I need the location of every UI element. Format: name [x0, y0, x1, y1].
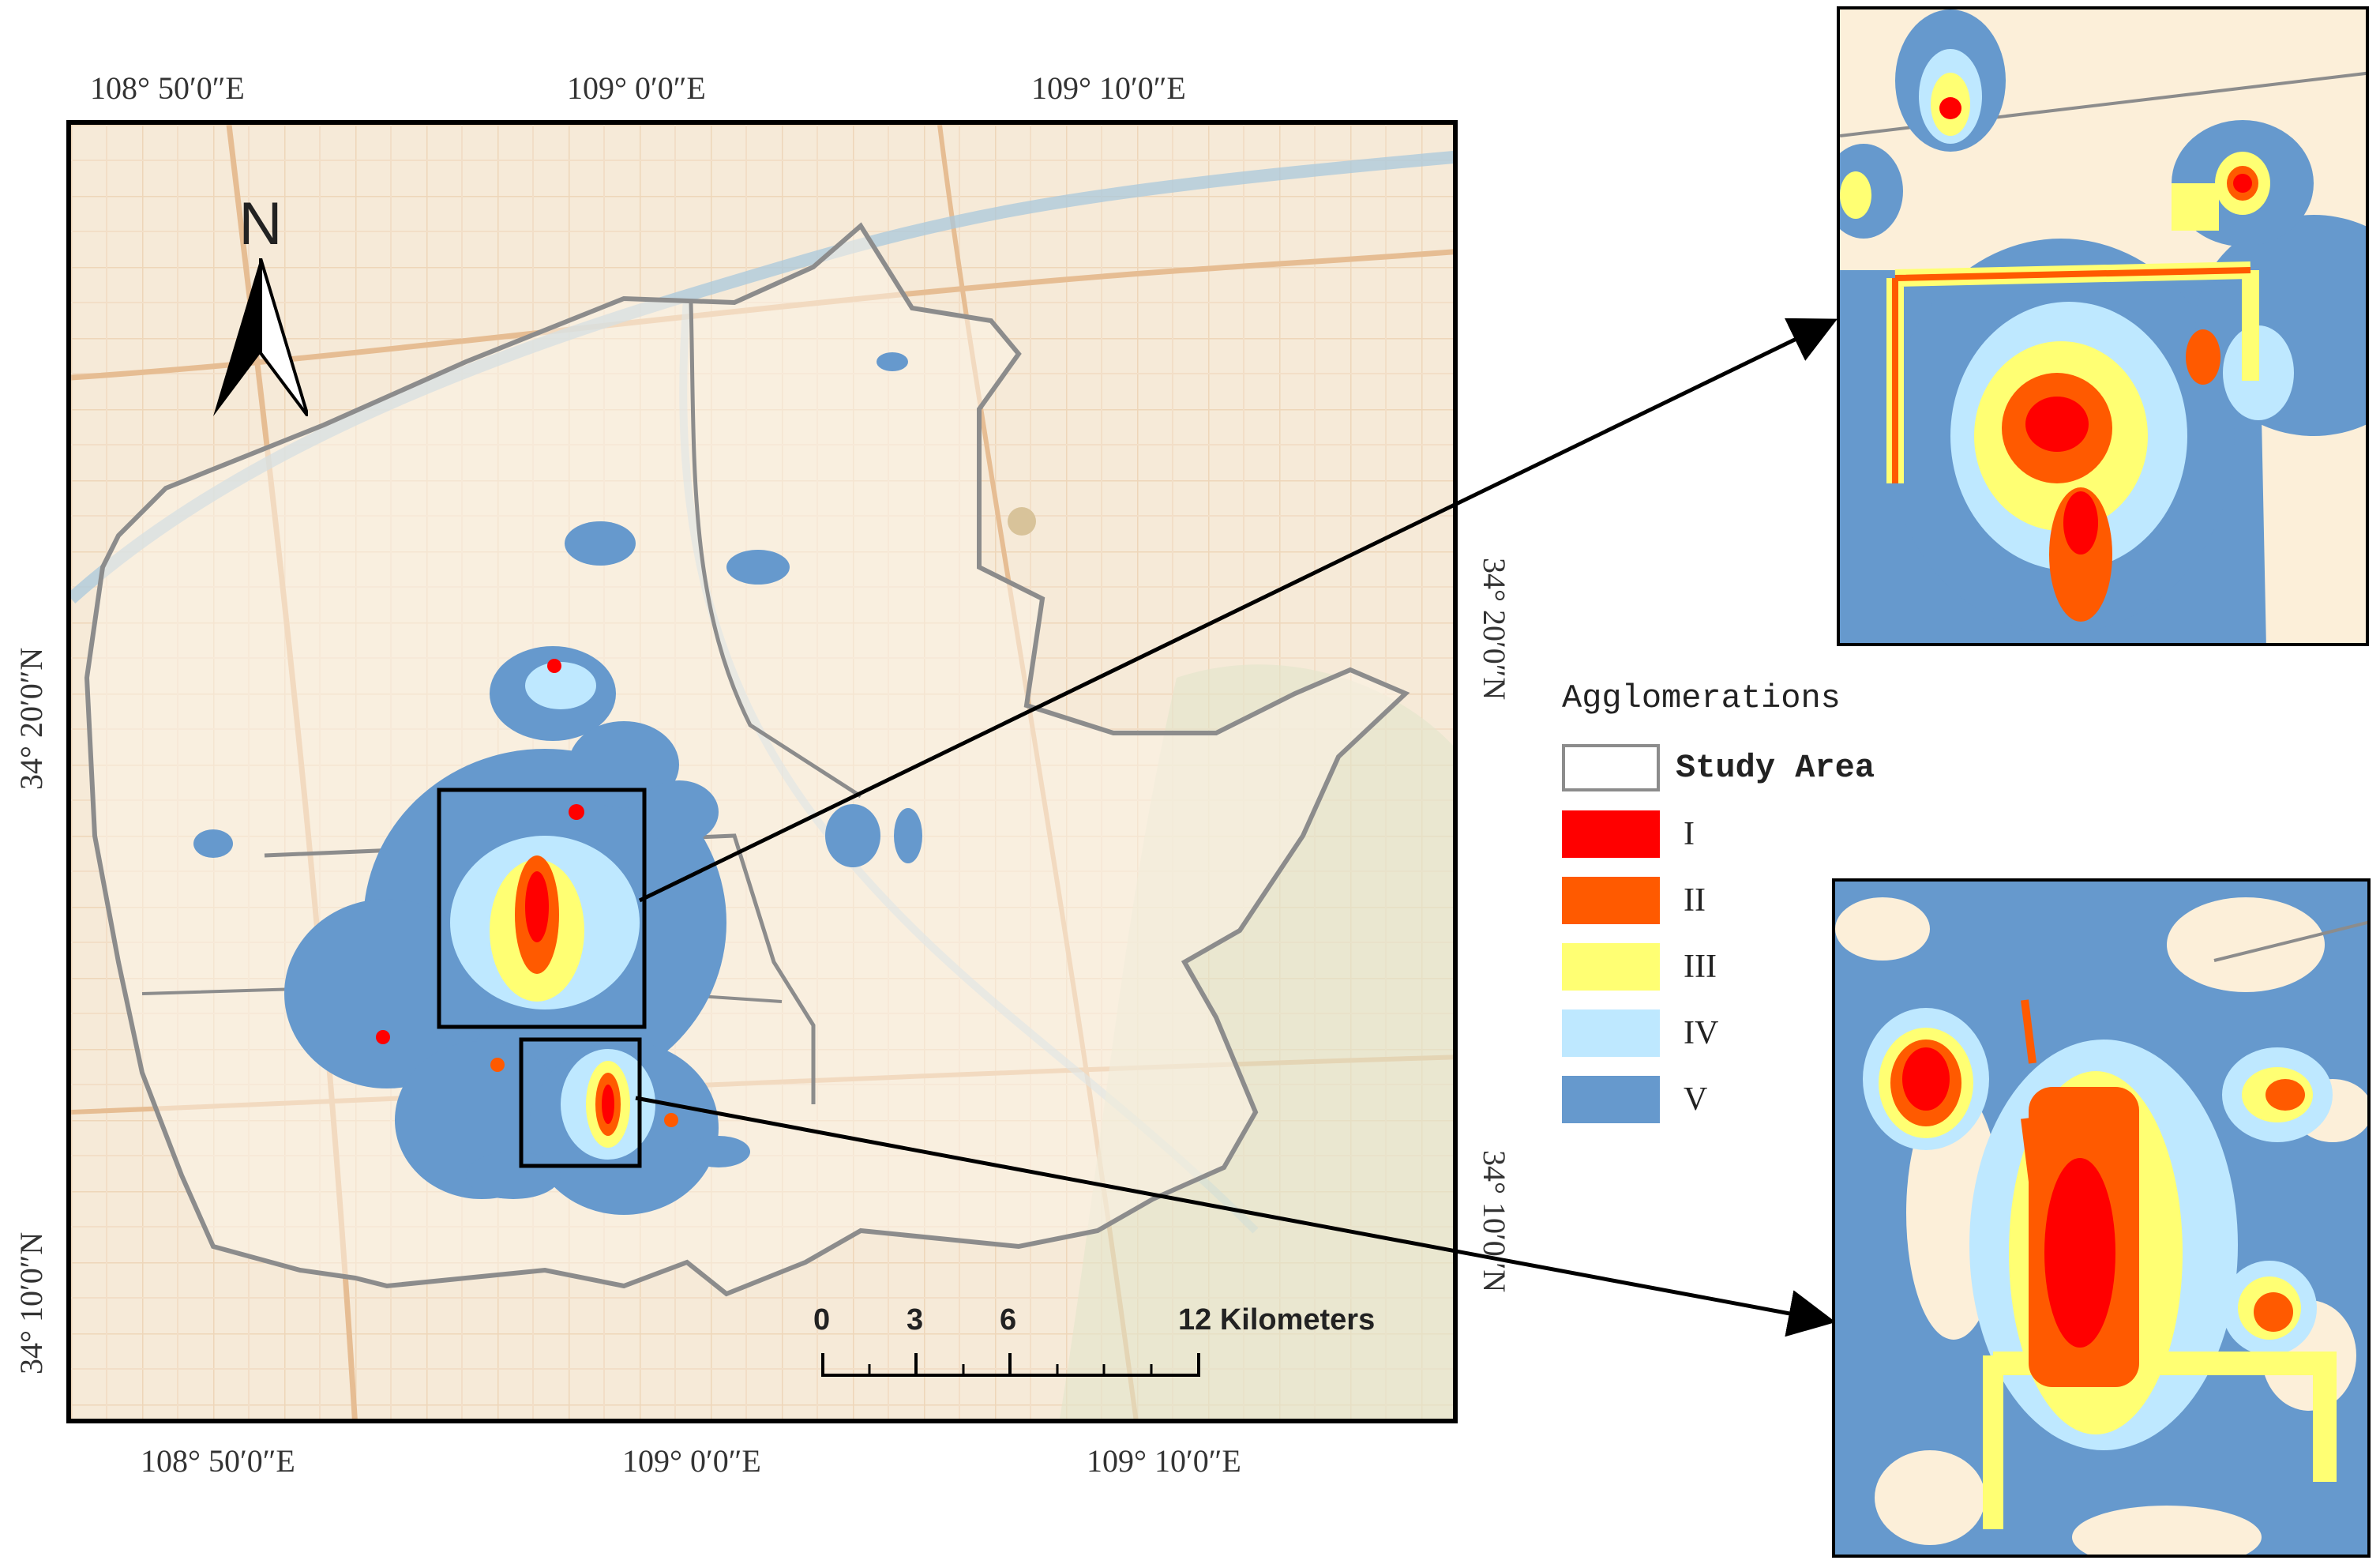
left-coord-label: 34° 10′0″N — [13, 1231, 49, 1374]
bottom-coord-label: 108° 50′0″E — [141, 1443, 295, 1479]
legend-label: V — [1684, 1081, 1708, 1118]
legend-swatch — [1562, 943, 1660, 991]
legend: Agglomerations Study Area I II III IV V — [1562, 679, 1894, 1133]
scale-label-6: 6 — [1000, 1303, 1017, 1337]
legend-item-class-3: III — [1562, 934, 1894, 1000]
legend-label: III — [1684, 949, 1717, 985]
legend-item-class-1: I — [1562, 801, 1894, 867]
inset-top-canvas — [1840, 9, 2366, 643]
legend-item-class-4: IV — [1562, 1000, 1894, 1066]
scale-label-0: 0 — [813, 1303, 831, 1337]
legend-item-class-2: II — [1562, 867, 1894, 934]
legend-swatch — [1562, 1076, 1660, 1123]
airport-icon — [1008, 507, 1036, 536]
legend-swatch — [1562, 744, 1660, 791]
legend-label: Study Area — [1676, 749, 1875, 787]
legend-item-class-5: V — [1562, 1066, 1894, 1133]
legend-label: I — [1684, 816, 1695, 852]
inset-map-top[interactable] — [1837, 6, 2369, 646]
top-coord-label: 109° 0′0″E — [567, 70, 706, 106]
legend-item-study-area: Study Area — [1562, 735, 1894, 801]
top-coord-label: 109° 10′0″E — [1031, 70, 1186, 106]
legend-title: Agglomerations — [1562, 679, 1841, 717]
legend-label: IV — [1684, 1015, 1719, 1051]
top-coord-label: 108° 50′0″E — [90, 70, 245, 106]
legend-swatch — [1562, 877, 1660, 924]
legend-label: II — [1684, 882, 1706, 919]
inset-bottom-canvas — [1835, 882, 2367, 1555]
left-coord-label: 34° 20′0″N — [13, 647, 49, 790]
north-arrow-icon — [213, 258, 310, 418]
north-arrow: N — [213, 190, 324, 420]
bottom-coord-label: 109° 0′0″E — [622, 1443, 761, 1479]
legend-swatch — [1562, 1009, 1660, 1057]
right-coord-label: 34° 10′0″N — [1477, 1150, 1512, 1293]
north-label: N — [238, 190, 283, 258]
bottom-coord-label: 109° 10′0″E — [1087, 1443, 1241, 1479]
inset-extent-box[interactable] — [437, 788, 647, 1029]
scale-bar-ruler — [821, 1353, 1200, 1377]
right-coord-label: 34° 20′0″N — [1477, 558, 1512, 701]
scale-label-3: 3 — [907, 1303, 924, 1337]
inset-map-bottom[interactable] — [1832, 878, 2371, 1558]
scale-label-12: 12 Kilometers — [1178, 1303, 1376, 1337]
legend-swatch — [1562, 810, 1660, 858]
